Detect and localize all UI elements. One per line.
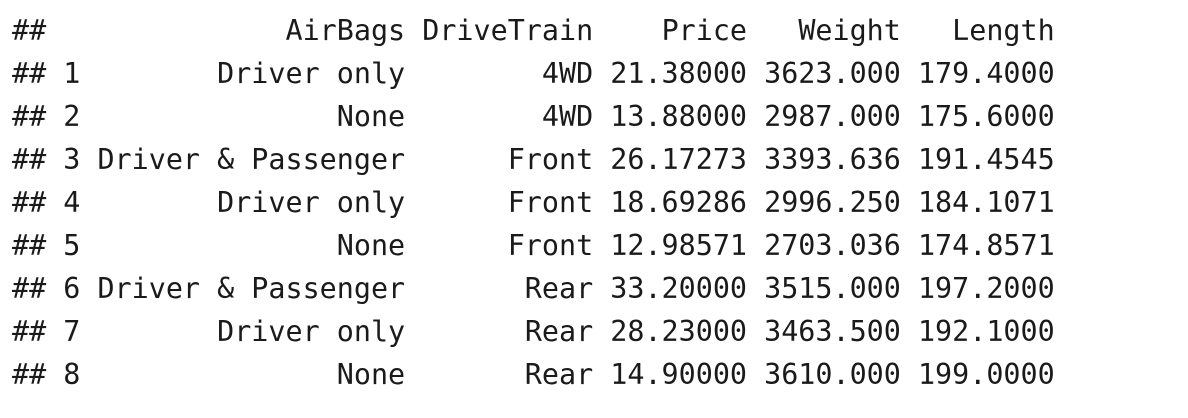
cell-price: 21.38000 — [610, 57, 748, 90]
cell-price: 33.20000 — [610, 272, 748, 305]
column-header: Price — [661, 14, 748, 47]
cell-price: 14.90000 — [610, 358, 748, 391]
cell-drivetrain: Front — [507, 143, 594, 176]
console-data-line: ## 1 Driver only 4WD 21.38000 3623.000 1… — [12, 52, 1055, 95]
cell-length: 175.6000 — [917, 100, 1055, 133]
cell-airbags: None — [336, 100, 406, 133]
cell-weight: 3515.000 — [764, 272, 901, 305]
console-data-line: ## 4 Driver only Front 18.69286 2996.250… — [12, 181, 1055, 224]
row-index: 1 — [63, 57, 81, 90]
cell-weight: 2703.036 — [764, 229, 901, 262]
cell-price: 12.98571 — [610, 229, 748, 262]
cell-drivetrain: Front — [507, 229, 594, 262]
cell-weight: 2996.250 — [764, 186, 901, 219]
cell-airbags: None — [336, 229, 406, 262]
cell-length: 199.0000 — [917, 358, 1055, 391]
console-header-line: ## AirBags DriveTrain Price Weight Lengt… — [12, 9, 1055, 52]
console-prefix: ## — [12, 315, 47, 348]
cell-airbags: Driver only — [217, 315, 406, 348]
cell-drivetrain: Rear — [524, 358, 594, 391]
console-prefix: ## — [12, 229, 47, 262]
cell-airbags: None — [336, 358, 406, 391]
cell-price: 18.69286 — [610, 186, 748, 219]
column-header: Weight — [798, 14, 901, 47]
row-index: 3 — [63, 143, 81, 176]
console-prefix: ## — [12, 358, 47, 391]
cell-length: 191.4545 — [917, 143, 1055, 176]
row-index: 2 — [63, 100, 81, 133]
console-data-line: ## 6 Driver & Passenger Rear 33.20000 35… — [12, 267, 1055, 310]
console-data-line: ## 2 None 4WD 13.88000 2987.000 175.6000 — [12, 95, 1055, 138]
cell-length: 192.1000 — [917, 315, 1055, 348]
row-index: 7 — [63, 315, 81, 348]
cell-drivetrain: Front — [507, 186, 594, 219]
console-prefix: ## — [12, 14, 47, 47]
console-data-line: ## 3 Driver & Passenger Front 26.17273 3… — [12, 138, 1055, 181]
cell-weight: 2987.000 — [764, 100, 901, 133]
row-index: 8 — [63, 358, 81, 391]
cell-airbags: Driver only — [217, 186, 406, 219]
console-prefix: ## — [12, 272, 47, 305]
console-data-line: ## 7 Driver only Rear 28.23000 3463.500 … — [12, 310, 1055, 353]
console-data-line: ## 8 None Rear 14.90000 3610.000 199.000… — [12, 353, 1055, 396]
r-console-output: ## AirBags DriveTrain Price Weight Lengt… — [12, 9, 1055, 396]
cell-length: 174.8571 — [917, 229, 1055, 262]
column-header: AirBags — [285, 14, 406, 47]
console-prefix: ## — [12, 143, 47, 176]
cell-airbags: Driver only — [217, 57, 406, 90]
row-index: 4 — [63, 186, 81, 219]
cell-length: 197.2000 — [917, 272, 1055, 305]
console-data-line: ## 5 None Front 12.98571 2703.036 174.85… — [12, 224, 1055, 267]
cell-drivetrain: 4WD — [541, 57, 594, 90]
cell-length: 184.1071 — [917, 186, 1055, 219]
cell-price: 13.88000 — [610, 100, 748, 133]
row-index: 5 — [63, 229, 81, 262]
cell-airbags: Driver & Passenger — [97, 143, 406, 176]
cell-drivetrain: Rear — [524, 272, 594, 305]
cell-price: 28.23000 — [610, 315, 748, 348]
console-prefix: ## — [12, 100, 47, 133]
cell-drivetrain: 4WD — [541, 100, 594, 133]
cell-airbags: Driver & Passenger — [97, 272, 406, 305]
cell-price: 26.17273 — [610, 143, 748, 176]
cell-drivetrain: Rear — [524, 315, 594, 348]
column-header: DriveTrain — [422, 14, 594, 47]
console-prefix: ## — [12, 186, 47, 219]
cell-weight: 3610.000 — [764, 358, 901, 391]
column-header: Length — [952, 14, 1055, 47]
cell-weight: 3623.000 — [764, 57, 901, 90]
cell-length: 179.4000 — [917, 57, 1055, 90]
row-index: 6 — [63, 272, 81, 305]
cell-weight: 3393.636 — [764, 143, 901, 176]
console-prefix: ## — [12, 57, 47, 90]
cell-weight: 3463.500 — [764, 315, 901, 348]
